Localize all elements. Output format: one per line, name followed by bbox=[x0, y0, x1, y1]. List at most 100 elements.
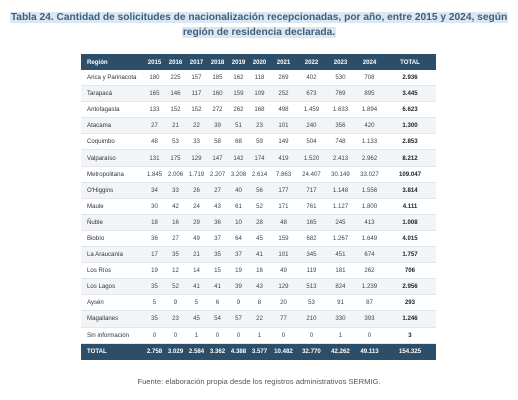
value-cell: 420 bbox=[355, 117, 384, 135]
value-cell: 35 bbox=[144, 310, 165, 328]
total-value-cell: 3.577 bbox=[249, 343, 270, 360]
total-cell: 3.814 bbox=[384, 182, 436, 199]
value-cell: 165 bbox=[144, 85, 165, 103]
value-cell: 0 bbox=[355, 327, 384, 344]
value-cell: 5 bbox=[186, 294, 207, 312]
value-cell: 37 bbox=[228, 246, 249, 264]
value-cell: 40 bbox=[228, 182, 249, 199]
value-cell: 2.413 bbox=[326, 149, 355, 167]
total-value-cell: 4.388 bbox=[228, 343, 249, 360]
value-cell: 1.239 bbox=[355, 278, 384, 296]
value-cell: 0 bbox=[270, 327, 297, 344]
value-cell: 152 bbox=[165, 101, 186, 119]
value-cell: 2.962 bbox=[355, 149, 384, 167]
column-header: 2018 bbox=[207, 54, 228, 70]
value-cell: 1 bbox=[326, 327, 355, 344]
value-cell: 22 bbox=[249, 310, 270, 328]
value-cell: 43 bbox=[207, 198, 228, 215]
value-cell: 87 bbox=[355, 294, 384, 312]
value-cell: 53 bbox=[165, 133, 186, 151]
value-cell: 17 bbox=[144, 246, 165, 264]
value-cell: 498 bbox=[270, 101, 297, 119]
value-cell: 824 bbox=[326, 278, 355, 296]
value-cell: 117 bbox=[186, 85, 207, 103]
value-cell: 58 bbox=[207, 133, 228, 151]
value-cell: 129 bbox=[270, 278, 297, 296]
value-cell: 419 bbox=[270, 149, 297, 167]
value-cell: 68 bbox=[228, 133, 249, 151]
value-cell: 12 bbox=[165, 262, 186, 280]
value-cell: 41 bbox=[186, 278, 207, 296]
value-cell: 682 bbox=[297, 230, 326, 248]
table-row: Ñuble 18 16 29 36 10 28 48 165 245 413 1.008 bbox=[81, 214, 436, 231]
value-cell: 761 bbox=[297, 198, 326, 215]
column-header: 2017 bbox=[186, 54, 207, 70]
total-cell: 8.212 bbox=[384, 149, 436, 167]
value-cell: 240 bbox=[297, 117, 326, 135]
value-cell: 91 bbox=[326, 294, 355, 312]
total-cell: 4.111 bbox=[384, 198, 436, 215]
value-cell: 52 bbox=[249, 198, 270, 215]
value-cell: 225 bbox=[165, 70, 186, 87]
table-row: Valparaíso 131 175 129 147 142 174 419 1.520 2.41… bbox=[81, 149, 436, 167]
value-cell: 330 bbox=[326, 310, 355, 328]
value-cell: 35 bbox=[165, 246, 186, 264]
value-cell: 1 bbox=[186, 327, 207, 344]
value-cell: 1.649 bbox=[355, 230, 384, 248]
value-cell: 171 bbox=[270, 198, 297, 215]
value-cell: 14 bbox=[186, 262, 207, 280]
value-cell: 1.556 bbox=[355, 182, 384, 199]
value-cell: 18 bbox=[144, 214, 165, 231]
value-cell: 185 bbox=[207, 70, 228, 87]
column-header: 2021 bbox=[270, 54, 297, 70]
source-note: Fuente: elaboración propia desde los reg… bbox=[137, 377, 381, 386]
value-cell: 168 bbox=[249, 101, 270, 119]
value-cell: 35 bbox=[207, 246, 228, 264]
total-value-cell: 2.758 bbox=[144, 343, 165, 360]
value-cell: 1.459 bbox=[297, 101, 326, 119]
total-cell: 4.015 bbox=[384, 230, 436, 248]
region-cell: Ñuble bbox=[81, 214, 144, 231]
value-cell: 530 bbox=[326, 70, 355, 87]
value-cell: 174 bbox=[249, 149, 270, 167]
total-value-cell: 32.770 bbox=[297, 343, 326, 360]
value-cell: 175 bbox=[165, 149, 186, 167]
value-cell: 41 bbox=[207, 278, 228, 296]
value-cell: 3.208 bbox=[228, 166, 249, 183]
value-cell: 77 bbox=[270, 310, 297, 328]
total-value-cell: 42.262 bbox=[326, 343, 355, 360]
total-value-cell: 3.029 bbox=[165, 343, 186, 360]
region-cell: Aysén bbox=[81, 294, 144, 312]
value-cell: 21 bbox=[165, 117, 186, 135]
value-cell: 119 bbox=[297, 262, 326, 280]
table-row: Los Lagos 35 52 41 41 39 43 129 513 824 1.239 2.956 bbox=[81, 278, 436, 296]
value-cell: 708 bbox=[355, 70, 384, 87]
value-cell: 513 bbox=[297, 278, 326, 296]
value-cell: 34 bbox=[144, 182, 165, 199]
value-cell: 24 bbox=[186, 198, 207, 215]
value-cell: 16 bbox=[249, 262, 270, 280]
value-cell: 1.633 bbox=[326, 101, 355, 119]
value-cell: 54 bbox=[207, 310, 228, 328]
value-cell: 748 bbox=[326, 133, 355, 151]
value-cell: 1.267 bbox=[326, 230, 355, 248]
value-cell: 23 bbox=[165, 310, 186, 328]
value-cell: 27 bbox=[165, 230, 186, 248]
value-cell: 56 bbox=[249, 182, 270, 199]
total-value-cell: 154.325 bbox=[384, 343, 436, 360]
total-value-cell: 3.362 bbox=[207, 343, 228, 360]
value-cell: 35 bbox=[144, 278, 165, 296]
value-cell: 19 bbox=[228, 262, 249, 280]
total-cell: 2.936 bbox=[384, 70, 436, 87]
region-cell: Antofagasta bbox=[81, 101, 144, 119]
value-cell: 1.520 bbox=[297, 149, 326, 167]
region-cell: Biobío bbox=[81, 230, 144, 248]
value-cell: 41 bbox=[249, 246, 270, 264]
value-cell: 181 bbox=[326, 262, 355, 280]
column-header-region: Región bbox=[81, 54, 144, 70]
region-cell: Coquimbo bbox=[81, 133, 144, 151]
value-cell: 180 bbox=[144, 70, 165, 87]
value-cell: 22 bbox=[186, 117, 207, 135]
value-cell: 109 bbox=[249, 85, 270, 103]
